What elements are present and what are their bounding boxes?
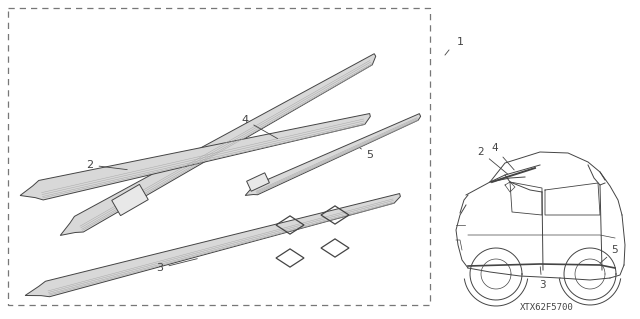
Text: 3: 3 (539, 267, 545, 290)
Polygon shape (25, 194, 401, 297)
Polygon shape (20, 114, 371, 200)
Polygon shape (60, 54, 376, 235)
Polygon shape (245, 114, 420, 196)
Bar (8, 8, 430, 305)
Polygon shape (112, 184, 148, 216)
Text: 1: 1 (456, 37, 463, 47)
Text: 4: 4 (241, 115, 278, 139)
Text: 5: 5 (600, 245, 618, 263)
Text: 2: 2 (86, 160, 127, 170)
Text: 5: 5 (360, 148, 374, 160)
Text: 2: 2 (477, 147, 508, 174)
Text: XTX62F5700: XTX62F5700 (520, 303, 574, 313)
Polygon shape (246, 173, 269, 191)
Text: 4: 4 (492, 143, 514, 170)
Text: 3: 3 (157, 259, 197, 273)
